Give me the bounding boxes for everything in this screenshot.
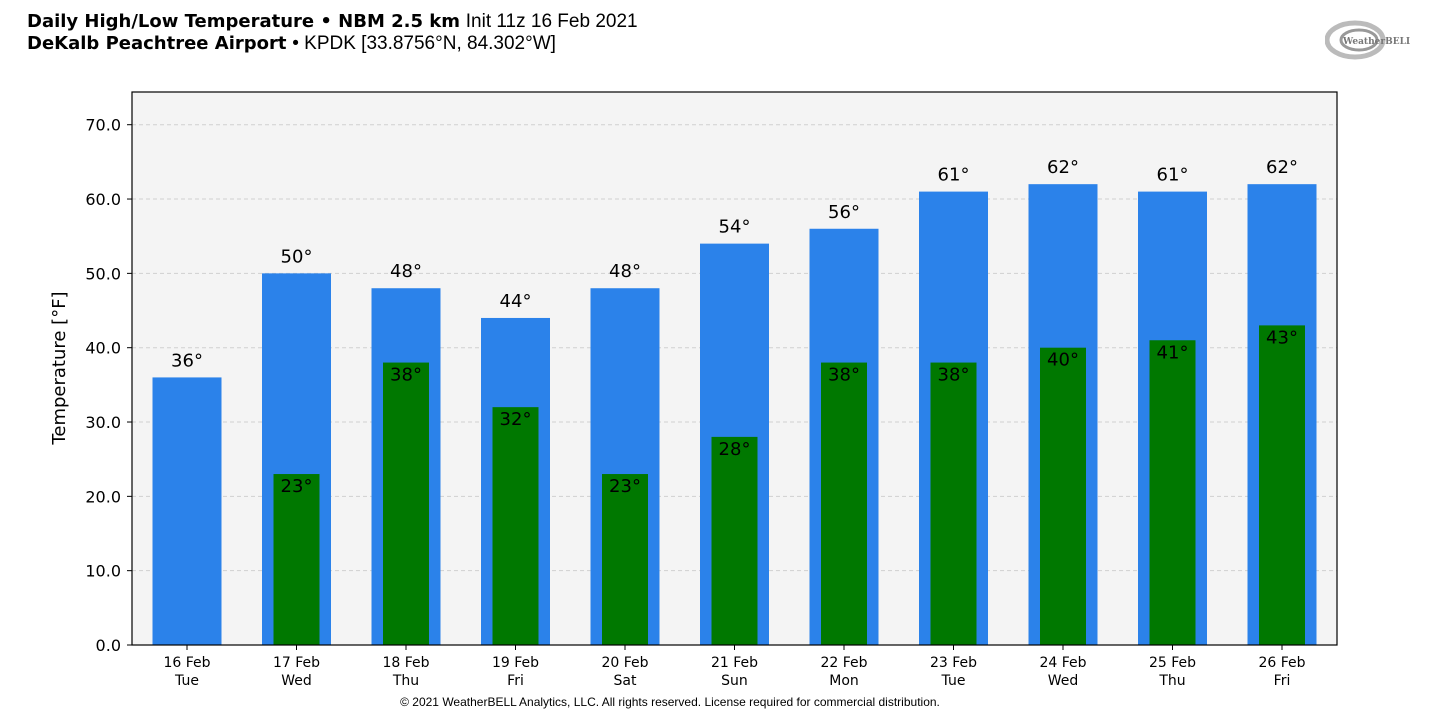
high-label: 50° — [281, 246, 313, 267]
y-axis-label: Temperature [°F] — [49, 291, 70, 445]
x-tick-weekday: Mon — [829, 673, 859, 689]
x-tick-date: 25 Feb — [1149, 655, 1196, 671]
init-time: Init 11z 16 Feb 2021 — [465, 11, 638, 32]
high-label: 61° — [1157, 165, 1189, 186]
location-coords: • KPDK [33.8756°N, 84.302°W] — [292, 33, 556, 54]
x-tick-weekday: Thu — [392, 673, 419, 689]
x-tick-weekday: Tue — [174, 673, 199, 689]
high-label: 44° — [500, 291, 532, 312]
x-tick-date: 26 Feb — [1258, 655, 1305, 671]
x-tick-date: 18 Feb — [382, 655, 429, 671]
low-label: 38° — [828, 365, 860, 386]
x-tick-weekday: Fri — [507, 673, 524, 689]
x-tick-weekday: Sat — [614, 673, 637, 689]
y-tick-label: 30.0 — [85, 413, 121, 432]
high-label: 56° — [828, 202, 860, 223]
x-tick-date: 24 Feb — [1039, 655, 1086, 671]
high-label: 48° — [609, 261, 641, 282]
low-bar — [1149, 340, 1196, 645]
y-tick-label: 20.0 — [85, 487, 121, 506]
high-label: 62° — [1047, 157, 1079, 178]
svg-text:WeatherBELL: WeatherBELL — [1342, 37, 1410, 47]
high-bar — [152, 377, 222, 645]
location-name: DeKalb Peachtree Airport — [27, 33, 287, 54]
y-tick-label: 10.0 — [85, 562, 121, 581]
x-tick-weekday: Fri — [1274, 673, 1291, 689]
high-label: 54° — [719, 217, 751, 238]
high-label: 62° — [1266, 157, 1298, 178]
low-bar — [930, 362, 977, 645]
location-title: DeKalb Peachtree Airport • KPDK [33.8756… — [27, 33, 556, 54]
low-label: 32° — [500, 409, 532, 430]
low-label: 28° — [719, 439, 751, 460]
y-tick-label: 70.0 — [85, 116, 121, 135]
x-tick-date: 19 Feb — [492, 655, 539, 671]
low-label: 23° — [609, 476, 641, 497]
y-tick-label: 0.0 — [96, 636, 121, 655]
y-tick-label: 50.0 — [85, 264, 121, 283]
low-label: 41° — [1157, 342, 1189, 363]
high-label: 61° — [938, 165, 970, 186]
low-label: 43° — [1266, 327, 1298, 348]
x-tick-date: 20 Feb — [601, 655, 648, 671]
x-tick-weekday: Thu — [1158, 673, 1185, 689]
low-bar — [821, 362, 867, 645]
low-bar — [1259, 325, 1305, 645]
low-label: 38° — [938, 365, 970, 386]
x-tick-date: 17 Feb — [273, 655, 320, 671]
low-bar — [602, 474, 648, 645]
low-label: 23° — [281, 476, 313, 497]
low-bar — [711, 436, 758, 645]
copyright: © 2021 WeatherBELL Analytics, LLC. All r… — [400, 695, 940, 709]
x-tick-date: 21 Feb — [711, 655, 758, 671]
high-label: 48° — [390, 261, 422, 282]
chart-title: Daily High/Low Temperature • NBM 2.5 km … — [27, 11, 638, 32]
x-tick-weekday: Sun — [721, 673, 748, 689]
low-bar — [1040, 347, 1086, 645]
x-tick-weekday: Wed — [1048, 673, 1079, 689]
x-tick-date: 22 Feb — [820, 655, 867, 671]
low-bar — [383, 362, 429, 645]
high-label: 36° — [171, 350, 203, 371]
title-main: Daily High/Low Temperature • NBM 2.5 km — [27, 11, 461, 32]
x-tick-date: 16 Feb — [163, 655, 210, 671]
weatherbell-logo: WeatherBELL — [1325, 20, 1410, 60]
y-tick-label: 40.0 — [85, 339, 121, 358]
low-label: 40° — [1047, 350, 1079, 371]
low-bar — [492, 407, 539, 645]
x-tick-date: 23 Feb — [930, 655, 977, 671]
x-tick-weekday: Tue — [941, 673, 966, 689]
plot-frame — [131, 91, 1338, 646]
low-bar — [273, 474, 320, 645]
low-label: 38° — [390, 365, 422, 386]
x-tick-weekday: Wed — [281, 673, 312, 689]
y-tick-label: 60.0 — [85, 190, 121, 209]
